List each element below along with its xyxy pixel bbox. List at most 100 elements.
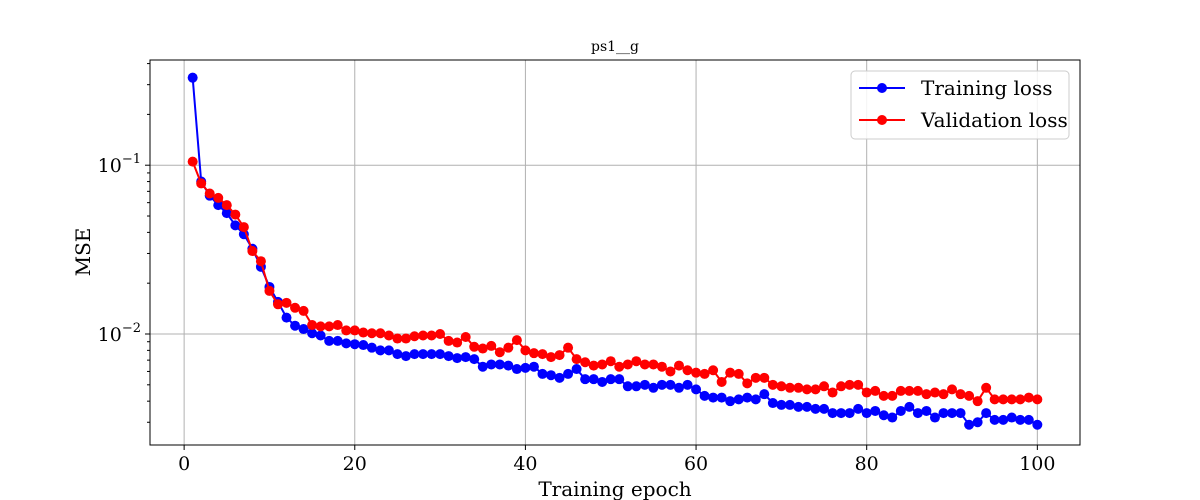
data-point-validation [750,372,761,383]
data-point-validation [955,389,966,400]
data-point-validation [349,325,360,336]
data-point-validation [264,285,275,296]
data-point-validation [716,376,727,387]
data-point-validation [801,384,812,395]
data-point-validation [272,299,283,310]
data-point-training [537,368,548,379]
data-point-training [665,379,676,390]
data-point-validation [435,329,446,340]
data-point-training [938,408,949,419]
data-point-validation [187,156,198,167]
data-point-validation [972,396,983,407]
data-point-training [708,392,719,403]
data-point-training [1015,414,1026,425]
data-point-validation [196,178,207,189]
legend: Training loss Validation loss [850,70,1070,140]
data-point-training [784,399,795,410]
data-point-validation [537,349,548,360]
data-point-training [716,392,727,403]
data-point-validation [486,340,497,351]
data-point-training [699,390,710,401]
series-layer [187,72,1043,430]
legend-marker-training [877,83,887,93]
data-point-training [750,394,761,405]
data-point-training [563,368,574,379]
data-point-training [443,351,454,362]
data-point-validation [759,372,770,383]
x-axis: 0 20 40 60 80 100 [178,445,1055,475]
data-point-validation [1015,394,1026,405]
data-point-validation [810,384,821,395]
data-point-validation [767,379,778,390]
data-point-training [810,403,821,414]
data-point-training [861,408,872,419]
data-point-training [793,401,804,412]
data-point-training [1023,414,1034,425]
data-point-validation [682,365,693,376]
x-tick-label: 100 [1019,453,1055,475]
data-point-validation [827,387,838,398]
data-point-validation [469,341,480,352]
data-point-validation [733,368,744,379]
data-point-validation [418,330,429,341]
data-point-validation [375,328,386,339]
data-point-training [571,364,582,375]
data-point-validation [221,200,232,211]
data-point-validation [947,384,958,395]
data-point-training [947,408,958,419]
data-point-validation [383,330,394,341]
data-point-training [759,389,770,400]
data-point-validation [546,352,557,363]
x-axis-label: Training epoch [538,477,691,500]
data-point-training [230,220,241,231]
x-tick-label: 0 [178,453,190,475]
data-point-validation [912,385,923,396]
data-point-validation [656,361,667,372]
data-point-validation [819,381,830,392]
data-point-validation [725,367,736,378]
data-point-training [315,330,326,341]
data-point-validation [213,192,224,203]
x-tick-label: 20 [343,453,367,475]
data-point-validation [784,382,795,393]
data-point-training [605,374,616,385]
data-point-training [426,349,437,360]
data-point-training [767,398,778,409]
data-point-training [298,324,309,335]
data-point-training [324,335,335,346]
data-point-validation [742,378,753,389]
data-point-training [281,312,292,323]
data-point-training [929,412,940,423]
data-point-validation [597,359,608,370]
data-point-training [955,408,966,419]
data-point-training [187,72,198,83]
data-point-training [528,361,539,372]
data-point-validation [622,359,633,370]
data-point-validation [981,382,992,393]
data-point-training [460,352,471,363]
data-point-validation [614,361,625,372]
data-point-validation [426,330,437,341]
data-point-validation [520,345,531,356]
data-point-validation [708,365,719,376]
data-point-validation [1006,394,1017,405]
data-point-training [1032,419,1043,430]
data-point-validation [315,321,326,332]
data-point-validation [989,394,1000,405]
data-point-training [921,405,932,416]
data-point-training [972,417,983,428]
data-point-training [836,408,847,419]
data-point-validation [853,379,864,390]
data-point-training [580,374,591,385]
data-point-training [870,405,881,416]
data-point-validation [904,385,915,396]
data-point-validation [247,246,258,257]
data-point-training [307,328,318,339]
data-point-validation [571,354,582,365]
data-point-validation [861,387,872,398]
data-point-validation [878,390,889,401]
data-point-validation [563,342,574,353]
legend-label-training: Training loss [921,76,1053,100]
data-point-validation [887,390,898,401]
data-point-validation [324,321,335,332]
